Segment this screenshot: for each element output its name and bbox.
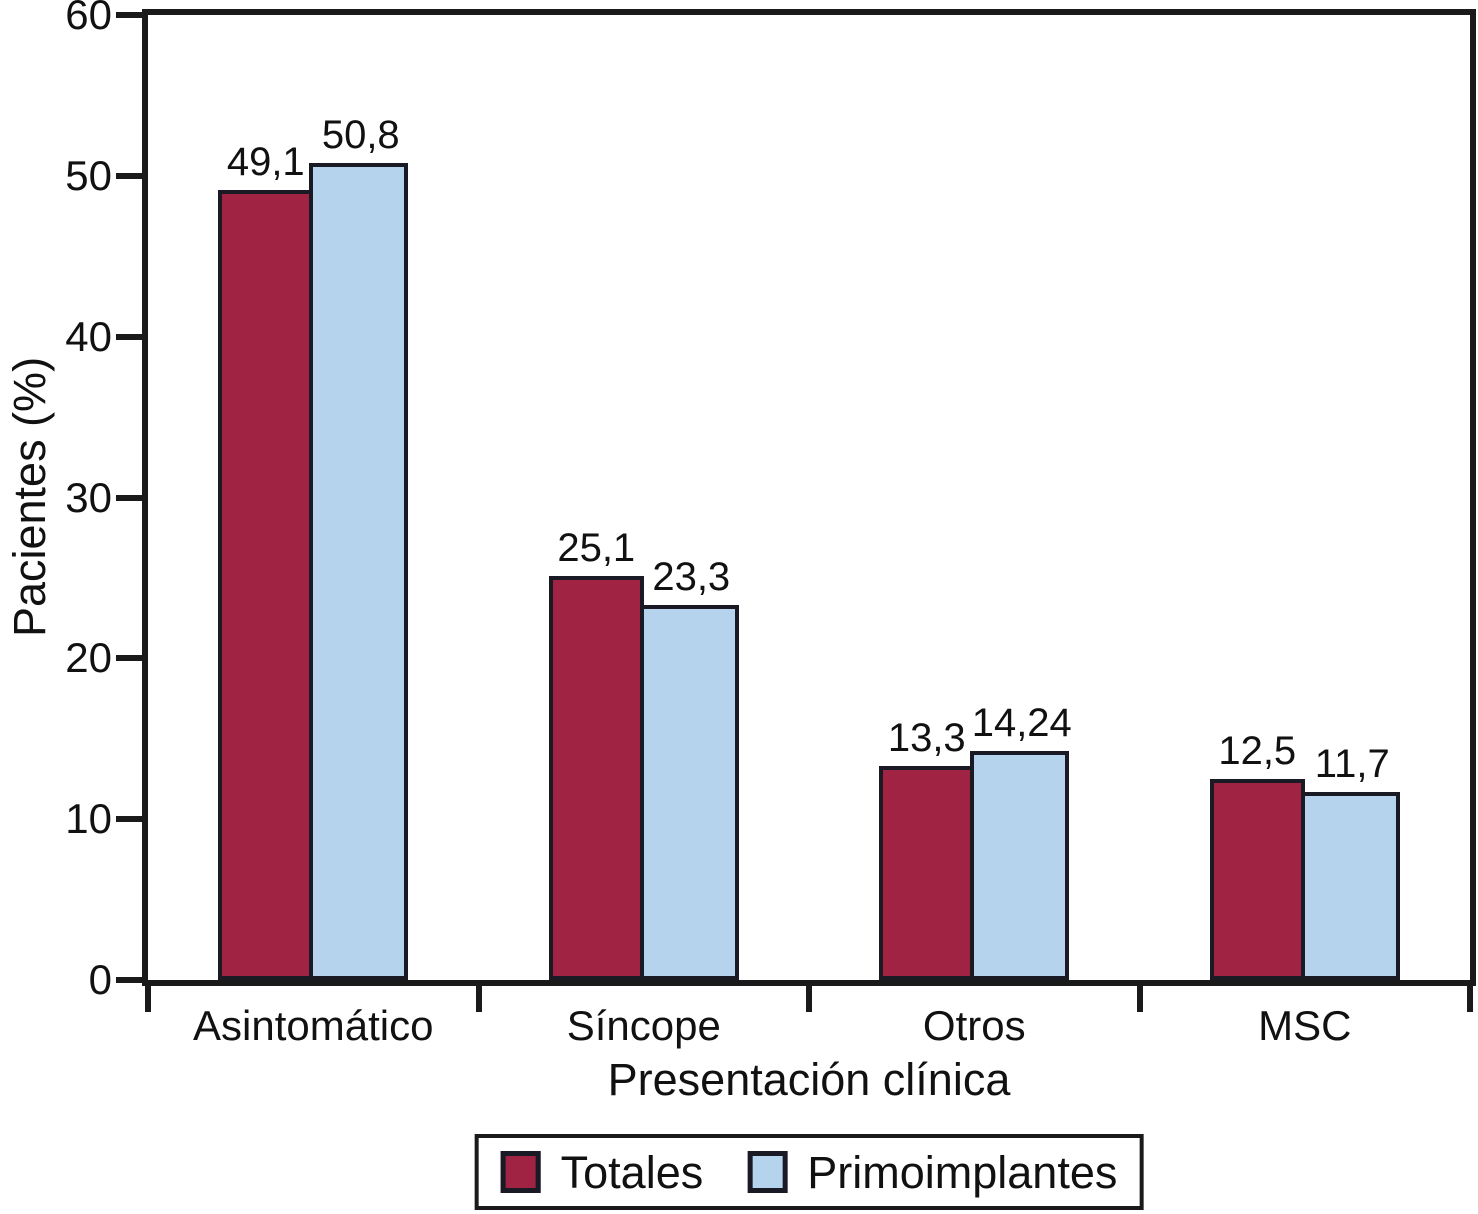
- legend-label-primoimplantes: Primoimplantes: [807, 1146, 1118, 1198]
- legend-label-totales: Totales: [560, 1146, 704, 1198]
- y-tick: [116, 816, 142, 823]
- x-category-label-msc: MSC: [1258, 1002, 1352, 1049]
- y-tick: [116, 333, 142, 340]
- bar-primoimplantes-msc: [1300, 791, 1400, 980]
- bar-totales-msc: [1209, 778, 1305, 980]
- x-tick: [1136, 986, 1143, 1012]
- x-category-label-otros: Otros: [922, 1002, 1026, 1049]
- x-tick: [1467, 986, 1473, 1012]
- bar-totales-asintomatico: [218, 190, 314, 980]
- bar-value-label: 11,7: [1314, 741, 1390, 786]
- y-tick: [116, 12, 142, 18]
- bar-totales-sincope: [548, 576, 644, 980]
- bar-value-label: 23,3: [652, 555, 731, 600]
- bar-value-label: 50,8: [321, 112, 400, 157]
- legend-swatch-primoimplantes: [747, 1151, 788, 1193]
- legend-item-primoimplantes: Primoimplantes: [747, 1150, 1117, 1195]
- x-category-label-sincope: Síncope: [566, 1002, 721, 1049]
- plot-area: 0 10 20 30 40 50 60 49,1 50,8 25,1 23,3 13,3 14,24 12…: [65, 0, 1476, 1012]
- legend: Totales Primoimplantes: [474, 1134, 1144, 1210]
- bar-value-label: 13,3: [887, 716, 966, 761]
- bar-primoimplantes-asintomatico: [309, 162, 409, 980]
- y-tick: [116, 655, 142, 662]
- y-tick-label: 60: [65, 0, 112, 38]
- bar-totales-otros: [879, 766, 975, 980]
- y-tick: [116, 172, 142, 179]
- y-tick-label: 40: [65, 312, 112, 360]
- y-tick-label: 30: [65, 473, 112, 521]
- x-tick: [475, 986, 482, 1012]
- y-tick-label: 20: [65, 634, 112, 682]
- bar-value-label: 14,24: [971, 700, 1072, 745]
- bar-primoimplantes-sincope: [639, 605, 739, 980]
- x-tick: [806, 986, 812, 1012]
- x-category-label-asintomatico: Asintomático: [193, 1002, 434, 1049]
- bar-primoimplantes-otros: [970, 750, 1070, 980]
- x-axis-title: Presentación clínica: [607, 1054, 1011, 1105]
- bar-value-label: 12,5: [1218, 728, 1297, 773]
- y-tick: [116, 977, 142, 983]
- bar-value-label: 25,1: [557, 526, 636, 571]
- legend-swatch-totales: [500, 1151, 541, 1193]
- legend-item-totales: Totales: [500, 1146, 704, 1198]
- y-tick: [116, 494, 142, 501]
- bar-value-label: 49,1: [226, 140, 305, 185]
- x-axis-category-labels: Asintomático Síncope Otros MSC: [148, 1000, 1470, 1052]
- y-tick-label: 50: [65, 151, 112, 199]
- y-tick-label: 10: [65, 795, 112, 843]
- x-tick: [145, 986, 151, 1012]
- y-tick-label: 0: [88, 956, 112, 1003]
